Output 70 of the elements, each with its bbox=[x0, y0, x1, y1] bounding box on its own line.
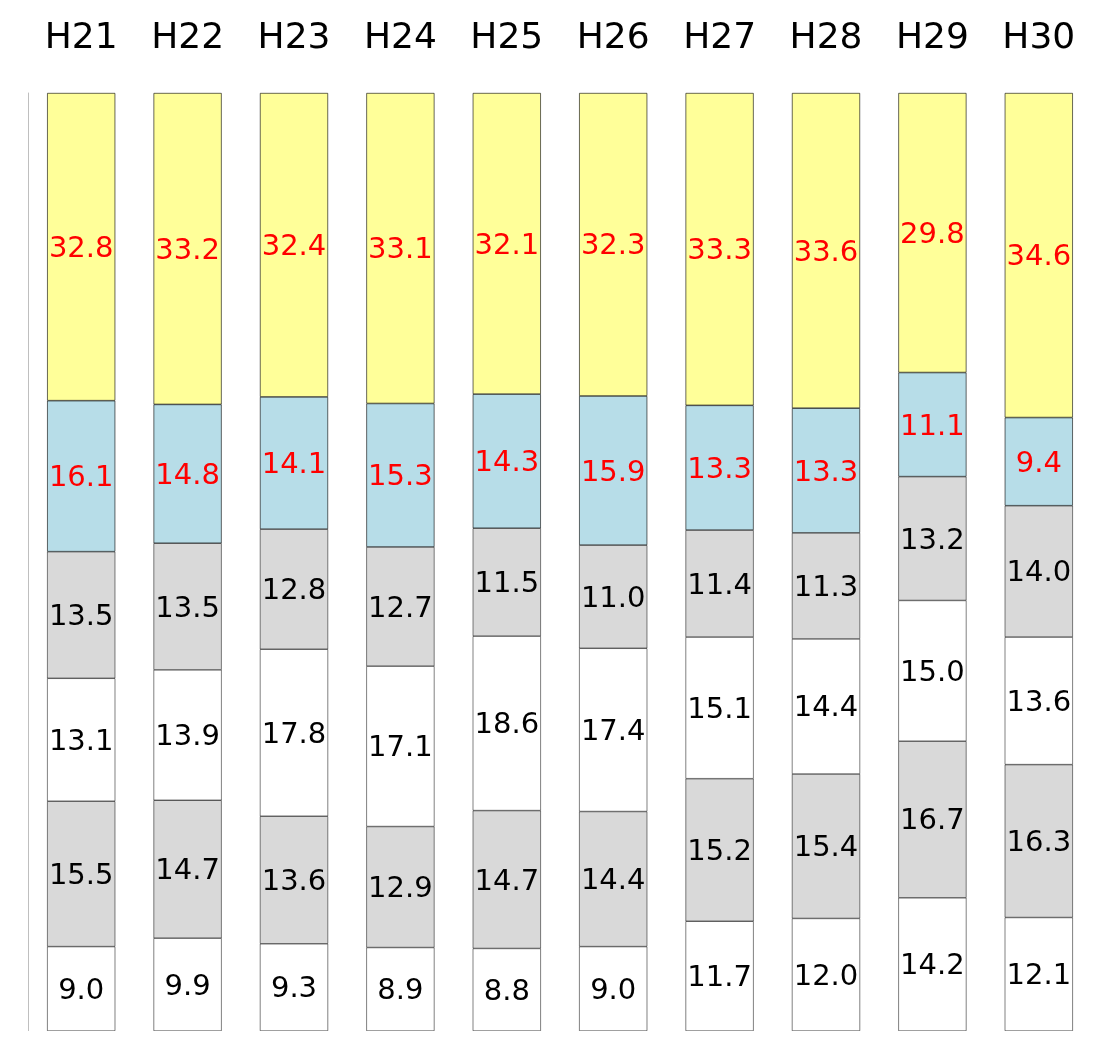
x-tick-label: H27 bbox=[683, 14, 757, 56]
data-label: 12.9 bbox=[368, 870, 433, 905]
data-label: 29.8 bbox=[900, 215, 965, 250]
data-label: 13.3 bbox=[687, 450, 752, 485]
data-label: 13.9 bbox=[155, 718, 220, 753]
data-label: 18.6 bbox=[474, 706, 540, 741]
data-label: 11.1 bbox=[900, 407, 965, 442]
x-tick-label: H25 bbox=[470, 14, 544, 56]
data-label: 14.2 bbox=[900, 947, 965, 982]
data-label: 16.7 bbox=[900, 802, 965, 837]
data-label: 11.4 bbox=[687, 566, 752, 601]
data-label: 8.9 bbox=[377, 972, 424, 1007]
data-label: 12.0 bbox=[793, 957, 859, 992]
x-tick-label: H22 bbox=[151, 14, 225, 56]
x-tick-label: H26 bbox=[576, 14, 650, 56]
data-label: 14.7 bbox=[474, 862, 540, 897]
data-label: 11.7 bbox=[687, 959, 752, 994]
data-label: 9.9 bbox=[164, 967, 211, 1002]
data-label: 32.3 bbox=[580, 227, 646, 262]
data-label: 15.3 bbox=[368, 458, 433, 493]
data-label: 13.3 bbox=[793, 453, 859, 488]
data-label: 33.2 bbox=[155, 231, 220, 266]
data-label: 15.1 bbox=[687, 690, 752, 725]
data-label: 12.8 bbox=[261, 572, 327, 607]
data-label: 32.1 bbox=[474, 226, 540, 261]
x-tick-label: H24 bbox=[363, 14, 437, 56]
data-label: 9.4 bbox=[1015, 444, 1062, 479]
data-label: 14.4 bbox=[580, 862, 646, 897]
data-label: 17.4 bbox=[580, 712, 646, 747]
data-label: 16.1 bbox=[48, 459, 114, 494]
data-label: 15.2 bbox=[687, 832, 752, 867]
data-label: 33.6 bbox=[793, 233, 859, 268]
data-label: 32.4 bbox=[261, 227, 327, 262]
data-label: 33.3 bbox=[687, 232, 752, 267]
data-label: 13.6 bbox=[261, 862, 327, 897]
data-label: 15.9 bbox=[580, 453, 646, 488]
data-label: 16.3 bbox=[1006, 824, 1072, 859]
data-label: 9.0 bbox=[58, 971, 105, 1006]
data-label: 13.5 bbox=[155, 589, 220, 624]
data-label: 14.1 bbox=[261, 446, 327, 481]
data-label: 9.3 bbox=[270, 970, 318, 1005]
data-label: 11.5 bbox=[474, 565, 540, 600]
data-label: 14.4 bbox=[793, 689, 859, 724]
data-label: 13.6 bbox=[1006, 683, 1072, 718]
data-label: 8.8 bbox=[483, 972, 530, 1007]
data-label: 17.8 bbox=[261, 715, 327, 750]
data-label: 13.2 bbox=[900, 521, 965, 556]
data-label: 15.5 bbox=[48, 856, 114, 891]
data-label: 11.3 bbox=[793, 568, 859, 603]
data-label: 15.0 bbox=[900, 653, 965, 688]
x-tick-label: H23 bbox=[257, 14, 331, 56]
data-label: 34.6 bbox=[1006, 238, 1072, 273]
data-label: 15.4 bbox=[793, 829, 859, 864]
data-label: 12.1 bbox=[1006, 957, 1072, 992]
x-tick-label: H28 bbox=[789, 14, 863, 56]
data-label: 14.8 bbox=[155, 456, 220, 491]
data-label: 33.1 bbox=[368, 231, 433, 266]
data-label: 14.3 bbox=[474, 444, 540, 479]
x-tick-label: H29 bbox=[895, 14, 969, 56]
data-label: 12.7 bbox=[368, 589, 433, 624]
data-label: 14.7 bbox=[155, 852, 220, 887]
data-label: 32.8 bbox=[48, 229, 114, 264]
data-label: 13.5 bbox=[48, 598, 114, 632]
data-label: 17.1 bbox=[368, 729, 433, 764]
x-tick-label: H21 bbox=[44, 14, 118, 56]
data-label: 9.0 bbox=[590, 971, 637, 1006]
x-tick-label: H30 bbox=[1002, 14, 1076, 56]
data-label: 13.1 bbox=[48, 722, 114, 757]
data-label: 14.0 bbox=[1006, 554, 1072, 589]
data-label: 11.0 bbox=[580, 579, 646, 614]
